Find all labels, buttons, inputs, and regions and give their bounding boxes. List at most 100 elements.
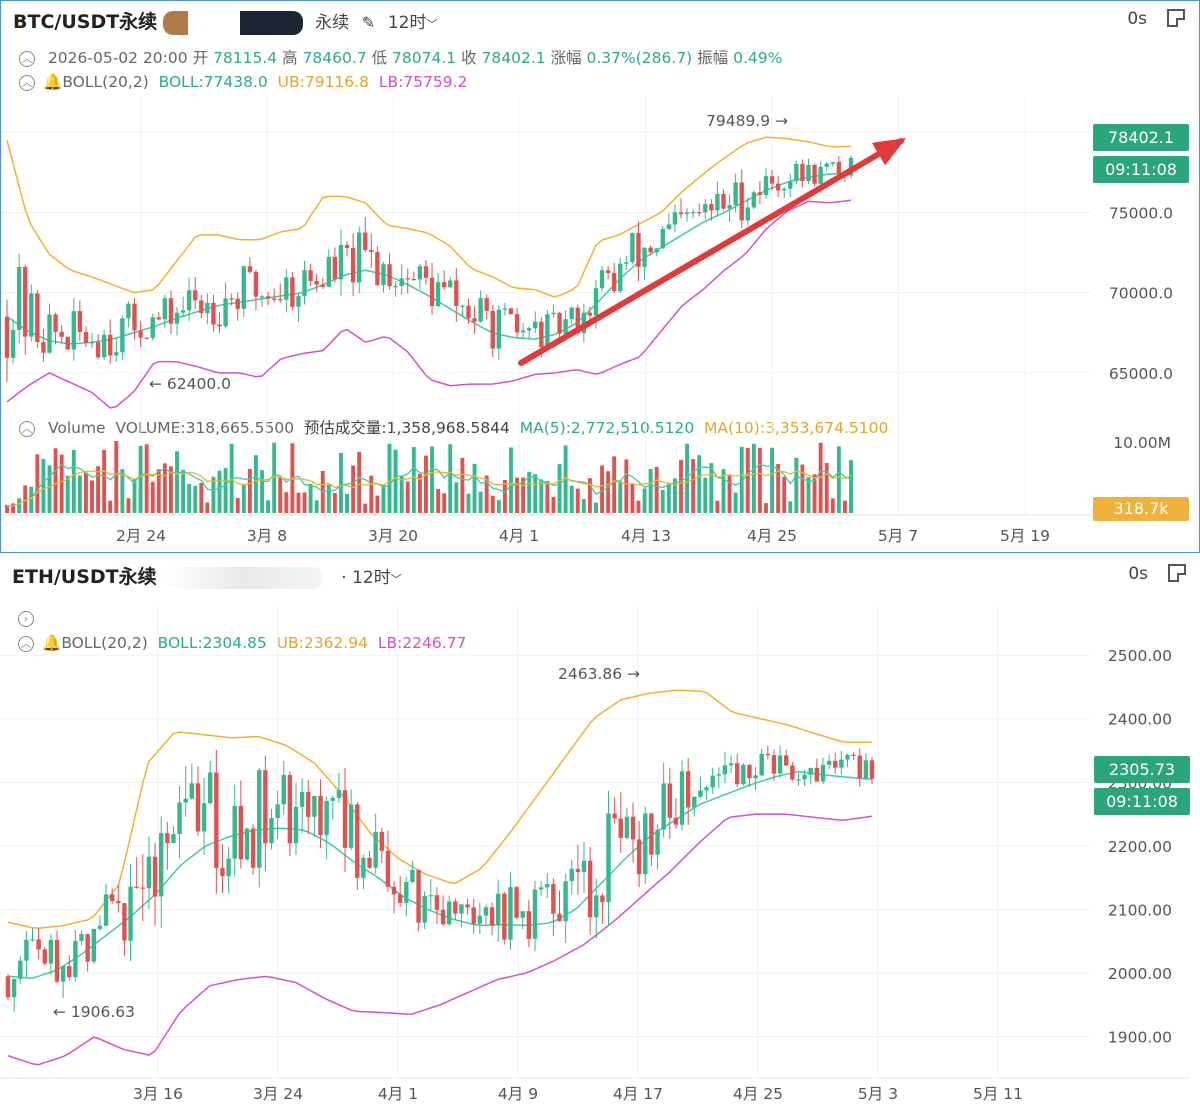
btc-chart-panel[interactable]: BTC/USDT永续 永续 ✎ 12时﹀ 0s ︿ 2026-05-02 20:0… [0,0,1200,553]
candle-body [290,277,295,307]
candle-body [684,212,690,215]
volume-bar [751,443,756,513]
candle-body [685,771,691,808]
candle-body [5,976,11,998]
eth-low-annotation: ← 1906.63 [53,1003,135,1021]
eth-chart-panel[interactable]: ETH/USDT永续 · 12时﹀ 0s › ︿ 🔔BOLL(20,2) BOLL… [0,556,1200,1113]
x-axis-tick-label: 5月 3 [858,1085,898,1103]
candle-body [833,760,838,768]
candle-body [545,884,550,888]
candle-body [824,163,829,167]
candle-body [466,305,471,319]
candle-body [229,298,234,300]
candle-body [257,770,262,868]
candle-body [116,901,121,904]
candle-body [709,204,714,211]
volume-bar [515,477,519,513]
candle-body [539,321,544,348]
collapse-icon[interactable]: ︿ [18,635,34,652]
candle-body [654,248,659,253]
btc-interval-select[interactable]: 12时﹀ [388,13,438,33]
candle-body [788,181,793,189]
btc-symbol-header[interactable]: BTC/USDT永续 永续 ✎ 12时﹀ [13,7,437,35]
candle-body [612,813,617,819]
volume-bar [126,498,131,513]
candle-body [478,298,483,322]
candle-body [563,319,568,334]
volume-bar [545,481,550,513]
candle-body [363,232,368,250]
candle-body [344,244,350,248]
candle-body [869,760,875,779]
candle-body [373,831,378,868]
boll-name[interactable]: BOLL(20,2) [61,634,148,652]
candle-body [332,256,338,280]
volume-bar [266,500,271,513]
eth-symbol-title[interactable]: ETH/USDT永续 [12,566,157,588]
candle-body [496,309,502,349]
candle-body [281,774,286,805]
candle-body [672,212,678,225]
btc-symbol-title[interactable]: BTC/USDT永续 [13,11,158,33]
collapse-icon[interactable]: ︿ [19,420,35,437]
volume-bar [35,454,40,513]
candle-body [16,266,22,331]
candle-body [453,901,458,914]
candle-body [728,763,734,766]
candle-body [404,882,409,903]
candle-body [660,228,665,249]
expand-icon[interactable]: › [18,610,34,627]
volume-bar [132,478,137,513]
candle-body [140,887,146,889]
volume-bar [247,468,252,513]
candle-body [605,270,611,274]
candle-body [244,828,250,860]
candle-body [324,800,329,836]
eth-candlestick-chart[interactable]: 1900.002000.002100.002200.002300.002400.… [0,556,1200,1113]
boll-name[interactable]: BOLL(20,2) [62,73,149,91]
volume-bar [345,493,349,513]
high-value: 78460.7 [302,49,367,67]
volume-label[interactable]: Volume [47,419,106,437]
candle-body [405,278,410,280]
candle-body [195,783,201,832]
amp-value: 0.49% [733,49,783,67]
edit-icon[interactable]: ✎ [361,13,376,32]
chevron-down-icon: ﹀ [426,18,438,31]
screenshot-icon[interactable] [1168,564,1186,582]
candle-body [356,232,362,283]
candle-body [67,966,72,978]
boll-mid-value: BOLL:77438.0 [158,73,268,91]
eth-last-price-tag: 2305.73 [1094,756,1190,783]
candle-body [269,818,274,844]
candle-body [350,247,356,283]
candle-body [581,860,587,873]
eth-interval-select[interactable]: · 12时﹀ [341,568,402,588]
bell-icon[interactable]: 🔔 [43,73,63,91]
bell-icon[interactable]: 🔔 [42,634,62,652]
candle-body [763,176,769,195]
candle-body [326,256,331,287]
volume-bar [393,449,398,513]
candle-body [812,164,817,184]
volume-bar [612,456,617,513]
candle-body [851,754,856,757]
volume-bar [757,447,762,513]
open-value: 78115.4 [213,49,278,67]
candle-body [551,884,556,914]
screenshot-icon[interactable] [1167,9,1185,27]
volume-bar [326,484,331,513]
volume-bar [727,474,732,513]
collapse-icon[interactable]: ︿ [19,50,35,67]
candle-body [158,833,164,897]
volume-bar [642,488,647,513]
candle-body [375,251,380,286]
candle-body [612,273,617,292]
volume-bar [776,464,781,513]
eth-high-annotation: 2463.86 → [558,665,640,683]
candle-body [655,829,660,855]
eth-symbol-header[interactable]: ETH/USDT永续 · 12时﹀ [12,562,402,589]
collapse-icon[interactable]: ︿ [19,74,35,91]
candle-body [489,907,495,926]
